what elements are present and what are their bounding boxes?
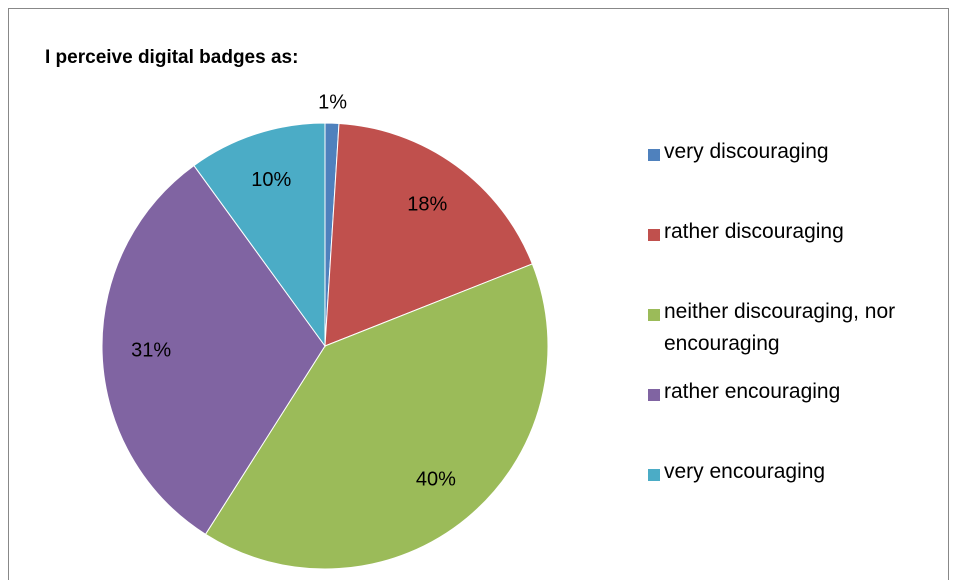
pie-slice bbox=[101, 164, 326, 535]
data-label: 1% bbox=[318, 91, 347, 113]
legend-label: rather encouraging bbox=[664, 380, 841, 403]
legend-label: rather discouraging bbox=[664, 220, 844, 243]
legend-item: very encouraging bbox=[648, 460, 948, 488]
legend-item: neither discouraging, nor encouraging bbox=[648, 300, 948, 360]
legend-item: rather encouraging bbox=[648, 380, 948, 408]
legend-label: very discouraging bbox=[664, 140, 829, 163]
legend-label: very encouraging bbox=[664, 460, 826, 483]
legend-swatch bbox=[648, 389, 660, 401]
data-label: 31% bbox=[131, 340, 171, 362]
data-label: 40% bbox=[416, 468, 456, 490]
legend-item: rather discouraging bbox=[648, 220, 948, 248]
legend-swatch bbox=[648, 149, 660, 161]
legend-swatch bbox=[648, 469, 660, 481]
legend-swatch bbox=[648, 229, 660, 241]
data-label: 10% bbox=[251, 169, 291, 191]
legend-label: neither discouraging, nor encouraging bbox=[664, 300, 896, 355]
pie-slice bbox=[193, 122, 326, 348]
pie-slice bbox=[204, 263, 549, 570]
legend-swatch bbox=[648, 309, 660, 321]
pie-slice bbox=[324, 122, 533, 347]
data-label: 18% bbox=[407, 194, 447, 216]
chart-title: I perceive digital badges as: bbox=[45, 47, 298, 68]
legend-item: very discouraging bbox=[648, 140, 948, 168]
